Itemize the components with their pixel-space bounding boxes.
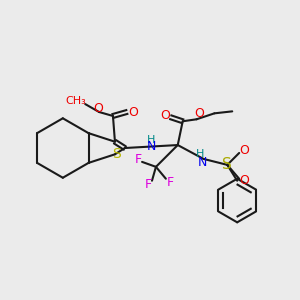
- Text: F: F: [145, 178, 152, 191]
- Text: S: S: [222, 158, 232, 172]
- Text: N: N: [147, 140, 156, 153]
- Text: H: H: [147, 135, 155, 145]
- Text: O: O: [128, 106, 138, 118]
- Text: O: O: [239, 174, 249, 187]
- Text: O: O: [239, 145, 249, 158]
- Text: O: O: [195, 107, 205, 120]
- Text: S: S: [112, 147, 121, 161]
- Text: O: O: [160, 109, 170, 122]
- Text: CH₃: CH₃: [65, 96, 86, 106]
- Text: F: F: [134, 153, 142, 167]
- Text: O: O: [93, 101, 103, 115]
- Text: F: F: [167, 176, 174, 189]
- Text: H: H: [196, 149, 205, 159]
- Text: N: N: [198, 156, 207, 170]
